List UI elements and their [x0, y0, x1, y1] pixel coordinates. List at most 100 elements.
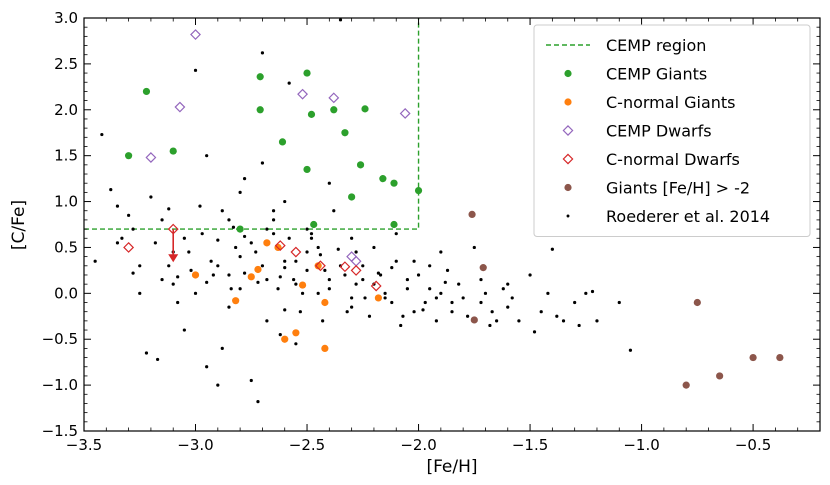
data-point: [115, 241, 120, 245]
data-point: [283, 199, 287, 204]
x-tick-label: −1.5: [512, 436, 548, 454]
data-point: [283, 259, 287, 263]
data-point: [115, 204, 120, 208]
data-point: [123, 241, 135, 253]
data-point: [332, 209, 336, 213]
legend-swatch: [564, 69, 572, 78]
data-point: [412, 259, 416, 263]
data-point: [260, 264, 265, 268]
data-point: [263, 239, 271, 247]
legend-swatch: [562, 125, 574, 136]
data-point: [191, 271, 200, 279]
legend-label: Roederer et al. 2014: [606, 207, 770, 226]
data-point: [472, 245, 476, 250]
data-point: [470, 316, 478, 324]
data-point: [457, 282, 461, 286]
data-point: [292, 329, 300, 337]
data-point: [234, 245, 238, 250]
data-point: [528, 273, 532, 277]
data-point: [167, 207, 171, 211]
data-point: [205, 365, 209, 369]
cemp-region-boundary: [84, 18, 420, 230]
x-tick-label: −2.5: [289, 436, 325, 454]
data-point: [160, 277, 164, 282]
data-point: [776, 353, 784, 362]
data-point: [383, 296, 387, 300]
data-point: [546, 291, 550, 295]
data-point: [479, 300, 483, 305]
data-point: [227, 218, 231, 222]
data-point: [749, 353, 757, 362]
data-point: [127, 213, 131, 217]
data-point: [550, 247, 554, 251]
data-point: [145, 152, 157, 163]
y-tick-label: 1.0: [54, 193, 78, 211]
data-point: [539, 310, 543, 314]
data-point: [561, 319, 566, 323]
data-point: [506, 305, 510, 309]
data-point: [227, 273, 231, 277]
data-point: [361, 264, 365, 268]
data-point: [421, 308, 425, 312]
data-point: [229, 287, 233, 291]
data-point: [321, 319, 325, 323]
data-point: [93, 259, 97, 263]
data-point: [354, 250, 358, 254]
data-point: [160, 218, 164, 222]
data-point: [348, 193, 356, 201]
data-point: [517, 319, 521, 323]
data-point: [238, 287, 242, 291]
legend-label: CEMP Giants: [606, 65, 707, 84]
data-point: [439, 291, 443, 295]
legend-label: CEMP Dwarfs: [606, 122, 712, 141]
data-point: [303, 165, 311, 174]
data-point: [394, 232, 398, 236]
data-point: [376, 271, 380, 275]
data-point: [182, 328, 186, 332]
data-point: [434, 319, 438, 323]
data-point: [423, 300, 427, 305]
data-point: [321, 344, 329, 352]
data-point: [200, 232, 204, 236]
data-point: [278, 138, 287, 146]
data-point: [198, 204, 202, 208]
data-point: [131, 227, 135, 231]
data-point: [314, 260, 326, 272]
x-tick-label: −3.5: [66, 436, 102, 454]
x-tick-label: −0.5: [735, 436, 771, 454]
data-point: [468, 210, 476, 219]
data-point: [488, 323, 492, 328]
data-point: [120, 236, 124, 240]
data-point: [428, 264, 432, 268]
data-point: [256, 400, 260, 404]
data-point: [682, 381, 690, 389]
data-point: [383, 291, 387, 295]
legend-label: CEMP region: [606, 36, 706, 55]
cemp-region: [84, 18, 420, 230]
data-point: [399, 108, 411, 119]
data-point: [577, 323, 581, 328]
data-point: [265, 277, 269, 282]
data-point: [316, 291, 320, 295]
data-point: [287, 236, 291, 240]
data-point: [416, 273, 421, 277]
data-point: [316, 245, 320, 250]
y-tick-label: −0.5: [42, 330, 78, 348]
data-point: [310, 220, 318, 229]
legend-swatch: [566, 214, 570, 218]
data-point: [412, 310, 416, 314]
data-point: [283, 266, 287, 270]
x-tick-label: −1.0: [623, 436, 659, 454]
data-point: [167, 264, 171, 268]
y-tick-label: 2.5: [54, 55, 78, 73]
data-point: [328, 92, 340, 104]
y-tick-label: 3.0: [54, 9, 78, 27]
data-point: [495, 319, 499, 323]
data-point: [305, 250, 309, 254]
data-point: [236, 225, 244, 233]
data-point: [318, 253, 323, 257]
y-tick-label: 0.5: [54, 238, 78, 256]
y-tick-label: 2.0: [54, 101, 78, 119]
x-axis-label: [Fe/H]: [426, 457, 477, 477]
data-point: [278, 275, 282, 279]
